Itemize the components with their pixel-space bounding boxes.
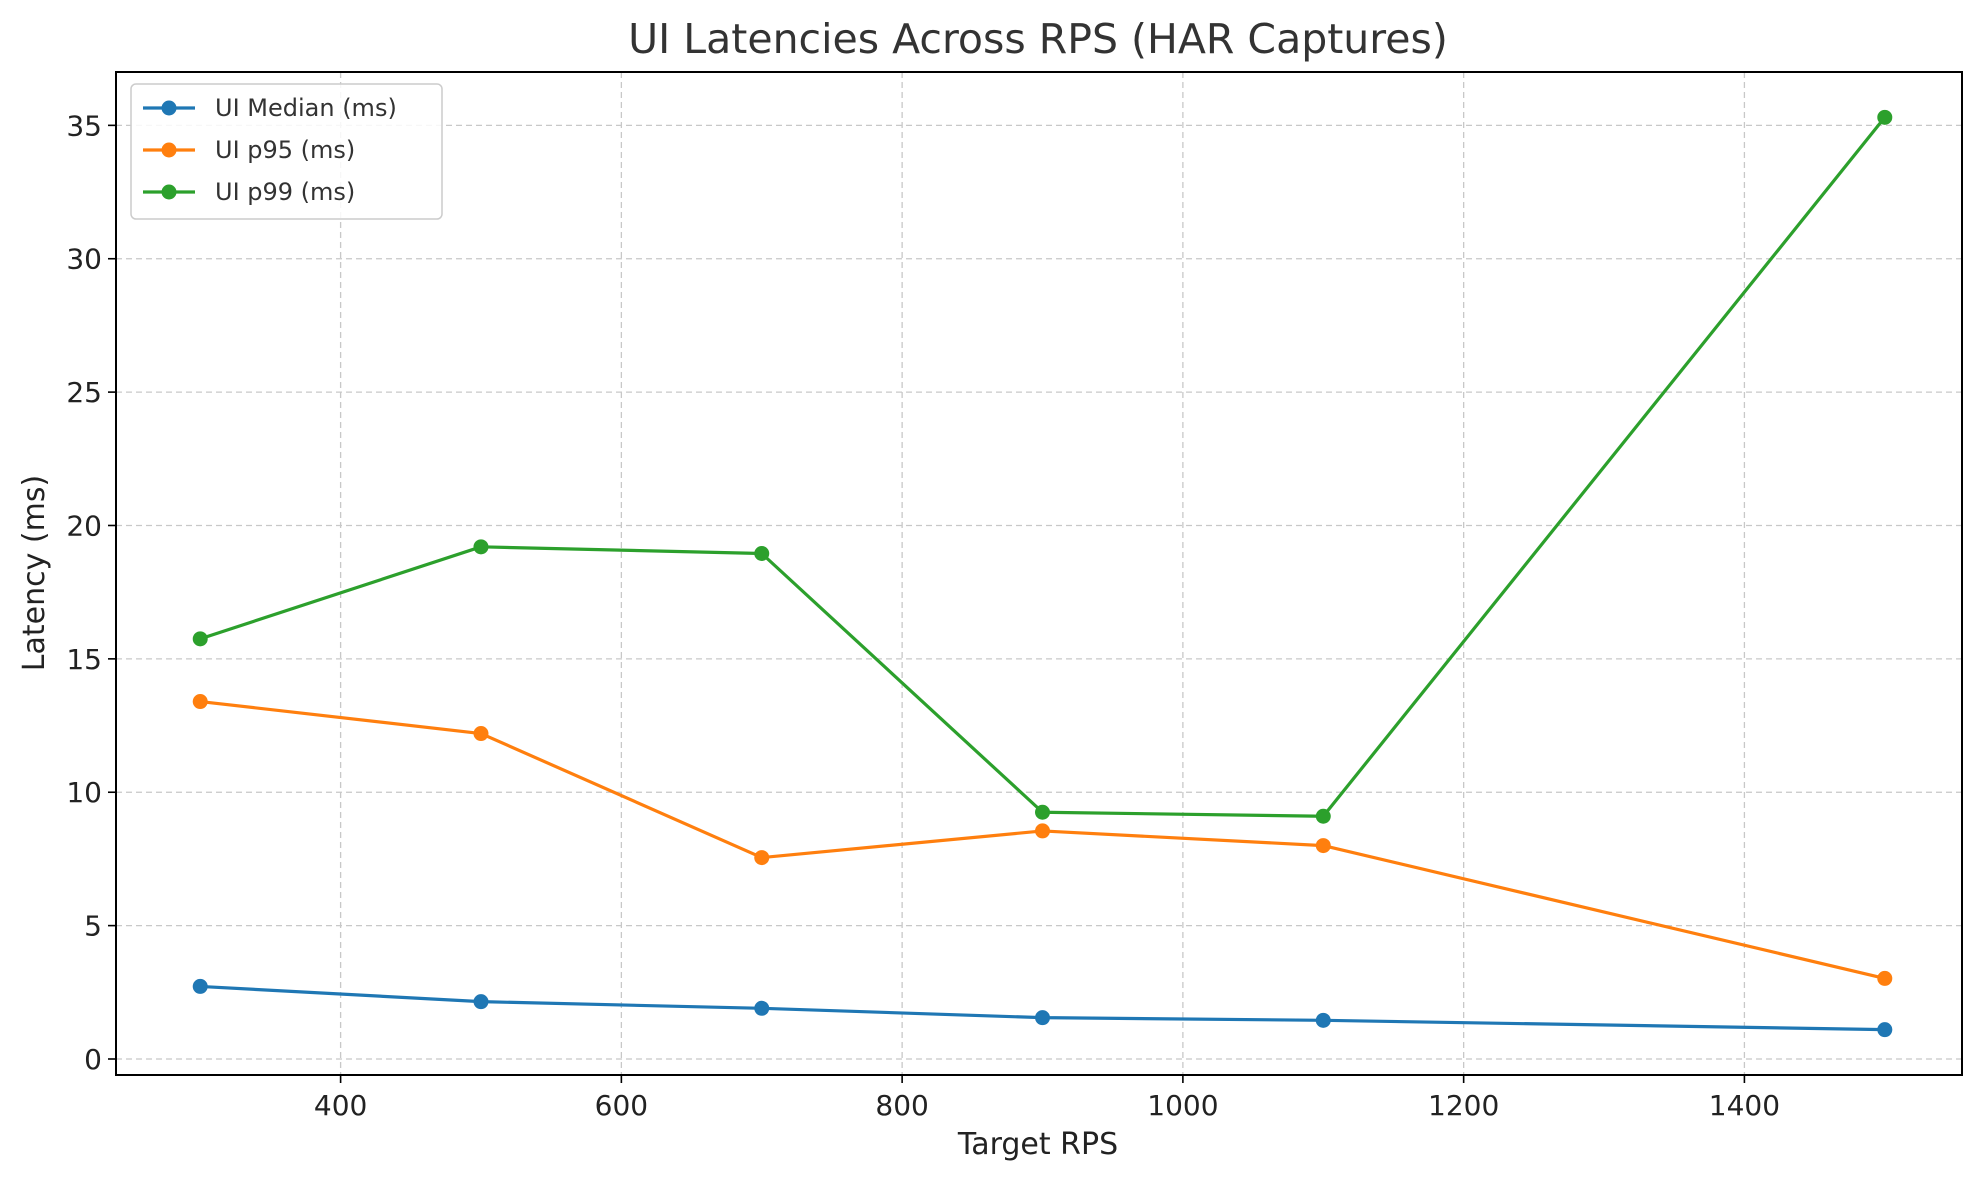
data-point — [1035, 823, 1051, 839]
x-axis-label: Target RPS — [957, 1127, 1118, 1162]
x-tick-label: 1400 — [1709, 1089, 1780, 1122]
x-tick-label: 600 — [595, 1089, 648, 1122]
series-0 — [192, 978, 1893, 1038]
data-point — [1035, 1010, 1051, 1026]
data-point — [473, 726, 489, 742]
y-tick-label: 0 — [84, 1043, 102, 1076]
y-tick-label: 10 — [66, 776, 102, 809]
x-tick-label: 1200 — [1428, 1089, 1499, 1122]
data-point — [1877, 109, 1893, 125]
data-point — [754, 1000, 770, 1016]
y-tick-label: 35 — [66, 109, 102, 142]
data-point — [473, 994, 489, 1010]
legend-box — [130, 83, 443, 220]
x-tick-label: 400 — [314, 1089, 367, 1122]
legend-marker — [161, 184, 177, 200]
y-tick-label: 25 — [66, 376, 102, 409]
legend-label: UI p95 (ms) — [215, 136, 355, 164]
grid — [116, 72, 1962, 1075]
data-point — [192, 978, 208, 994]
series-2 — [192, 109, 1893, 824]
data-point — [754, 850, 770, 866]
data-point — [1315, 838, 1331, 854]
legend-entry: UI p95 (ms) — [143, 136, 355, 164]
legend-entry: UI p99 (ms) — [143, 178, 355, 206]
y-axis-label: Latency (ms) — [17, 475, 52, 671]
data-point — [192, 694, 208, 710]
y-tick-label: 30 — [66, 243, 102, 276]
data-point — [1877, 1022, 1893, 1038]
x-tick-label: 800 — [875, 1089, 928, 1122]
y-tick-label: 20 — [66, 509, 102, 542]
legend-entry: UI Median (ms) — [143, 94, 397, 122]
data-point — [1315, 808, 1331, 824]
data-point — [1877, 970, 1893, 986]
series-layer — [192, 109, 1893, 1038]
series-line — [199, 116, 1887, 818]
legend-label: UI Median (ms) — [215, 94, 397, 122]
data-point — [754, 545, 770, 561]
y-tick-label: 5 — [84, 910, 102, 943]
chart-title: UI Latencies Across RPS (HAR Captures) — [628, 15, 1448, 63]
data-point — [1315, 1012, 1331, 1028]
data-point — [473, 539, 489, 555]
axis-ticks: 400 600 800 1000 1200 1400 0 5 10 15 20 25 30 35 — [66, 109, 1780, 1122]
legend-label: UI p99 (ms) — [215, 178, 355, 206]
legend: UI Median (ms) UI p95 (ms) UI p99 (ms) — [130, 83, 443, 220]
series-line — [200, 984, 1885, 1032]
series-1 — [192, 694, 1893, 986]
x-tick-label: 1000 — [1147, 1089, 1218, 1122]
series-line — [200, 699, 1886, 980]
y-tick-label: 15 — [66, 643, 102, 676]
legend-marker — [161, 100, 177, 116]
data-point — [192, 631, 208, 647]
legend-marker — [161, 142, 177, 158]
data-point — [1035, 804, 1051, 820]
